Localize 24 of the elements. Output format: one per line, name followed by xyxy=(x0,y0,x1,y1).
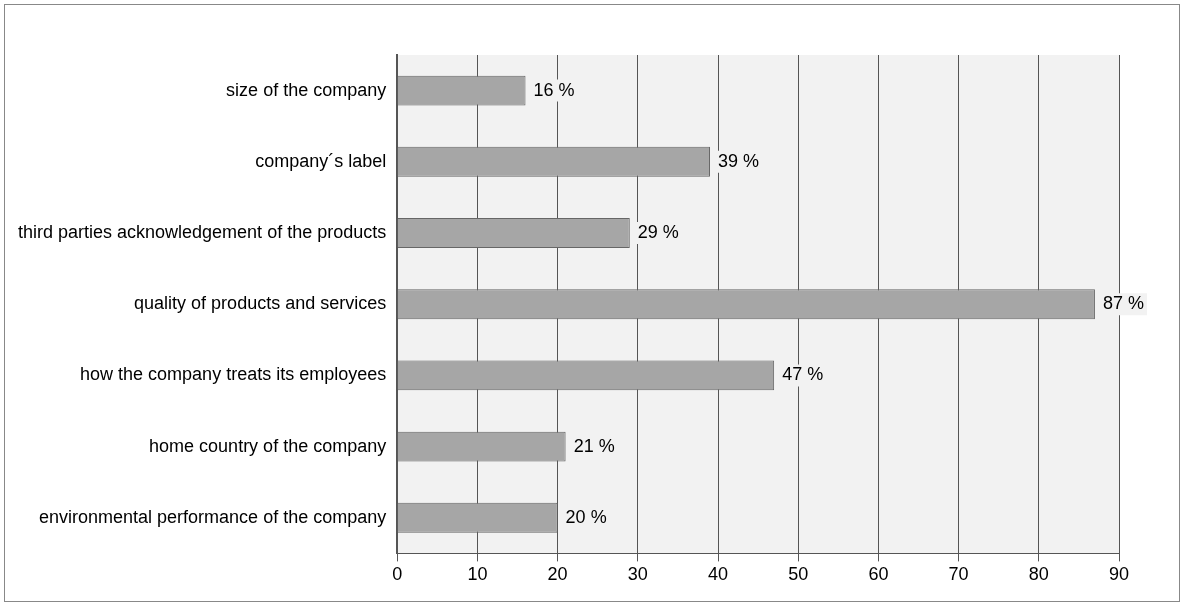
y-tick-label: environmental performance of the company xyxy=(39,506,387,527)
x-tick-label: 80 xyxy=(1028,564,1049,585)
x-tick-label: 40 xyxy=(707,564,729,585)
x-tick-label: 60 xyxy=(868,564,889,585)
data-label: 20 % xyxy=(565,506,607,527)
data-label: 39 % xyxy=(717,150,760,171)
y-tick-label: how the company treats its employees xyxy=(80,364,387,385)
data-label: 21 % xyxy=(573,435,615,456)
y-tick-label: home country of the company xyxy=(149,435,387,456)
x-tick-label: 90 xyxy=(1108,564,1130,585)
data-label: 87 % xyxy=(1102,293,1144,314)
y-tick-label: company´s label xyxy=(255,150,387,171)
x-tick-label: 0 xyxy=(392,564,403,585)
x-tick-label: 10 xyxy=(467,564,488,585)
y-tick-label: third parties acknowledgement of the products xyxy=(17,221,387,242)
data-label: 16 % xyxy=(533,79,575,100)
y-tick-label: size of the company xyxy=(226,79,387,100)
x-tick-label: 50 xyxy=(788,564,809,585)
y-tick-label: quality of products and services xyxy=(134,293,387,314)
data-label: 47 % xyxy=(782,364,824,385)
x-tick-label: 20 xyxy=(547,564,568,585)
x-tick-label: 30 xyxy=(627,564,648,585)
x-tick-label: 70 xyxy=(948,564,969,585)
data-label: 29 % xyxy=(637,221,679,242)
